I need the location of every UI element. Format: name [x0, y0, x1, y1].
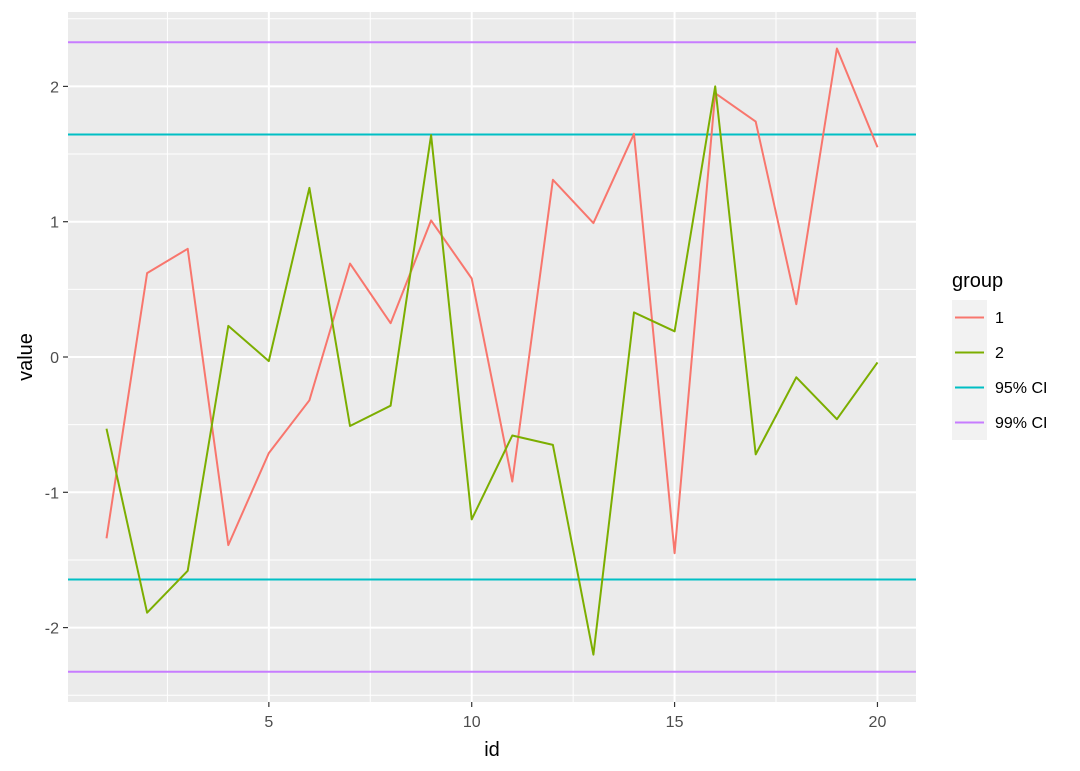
x-tick-label: 15 [666, 714, 684, 731]
x-tick-label: 5 [264, 714, 273, 731]
series-line [105, 85, 879, 656]
legend-label: 99% CI [995, 415, 1047, 432]
y-tick-label: 1 [50, 215, 59, 232]
legend-label: 2 [995, 345, 1004, 362]
ci-lines [68, 41, 916, 673]
legend: group 1 2 95% CI 99% CI [952, 270, 1047, 440]
y-tick-label: 0 [50, 350, 59, 367]
legend-label: 1 [995, 310, 1004, 327]
series-lines [105, 47, 879, 656]
axis-ticks [63, 85, 879, 707]
y-tick-label: 2 [50, 79, 59, 96]
tick-labels: 5 10 15 20 -2 -1 0 1 2 [45, 79, 887, 731]
y-tick-label: -2 [45, 621, 59, 638]
x-tick-label: 20 [869, 714, 887, 731]
y-axis-title: value [15, 333, 37, 381]
legend-title: group [952, 270, 1003, 292]
x-tick-label: 10 [463, 714, 481, 731]
y-tick-label: -1 [45, 485, 59, 502]
x-axis-title: id [484, 739, 500, 761]
legend-label: 95% CI [995, 380, 1047, 397]
series-line [105, 47, 879, 555]
